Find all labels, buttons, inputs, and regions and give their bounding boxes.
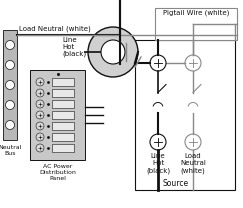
Circle shape bbox=[36, 78, 44, 86]
Bar bbox=[135, 40, 235, 190]
Bar bbox=[3, 30, 17, 140]
Circle shape bbox=[6, 61, 15, 69]
Circle shape bbox=[36, 89, 44, 97]
Bar bbox=[52, 100, 74, 108]
Bar bbox=[30, 70, 85, 160]
Circle shape bbox=[6, 41, 15, 50]
Circle shape bbox=[88, 27, 138, 77]
Bar bbox=[52, 89, 74, 97]
Circle shape bbox=[36, 144, 44, 152]
Text: Line
Hot
(black): Line Hot (black) bbox=[146, 153, 170, 173]
Bar bbox=[52, 122, 74, 130]
Circle shape bbox=[36, 111, 44, 119]
Circle shape bbox=[6, 80, 15, 89]
Text: AC Power
Distribution
Panel: AC Power Distribution Panel bbox=[39, 164, 76, 181]
Circle shape bbox=[36, 122, 44, 130]
Bar bbox=[52, 111, 74, 119]
Text: Load Neutral (white): Load Neutral (white) bbox=[19, 26, 91, 32]
Bar bbox=[52, 133, 74, 141]
Bar bbox=[155, 8, 237, 40]
Circle shape bbox=[101, 40, 125, 64]
Bar bbox=[52, 144, 74, 152]
Text: Neutral
Bus: Neutral Bus bbox=[0, 145, 22, 156]
Bar bbox=[52, 78, 74, 86]
Text: Pigtail Wire (white): Pigtail Wire (white) bbox=[163, 10, 229, 16]
Circle shape bbox=[6, 120, 15, 130]
Text: Source: Source bbox=[162, 179, 189, 188]
Circle shape bbox=[36, 100, 44, 108]
Text: Load
Neutral
(white): Load Neutral (white) bbox=[180, 153, 206, 173]
Text: Line
Hot
(black): Line Hot (black) bbox=[62, 37, 86, 57]
Circle shape bbox=[36, 133, 44, 141]
Circle shape bbox=[6, 100, 15, 109]
